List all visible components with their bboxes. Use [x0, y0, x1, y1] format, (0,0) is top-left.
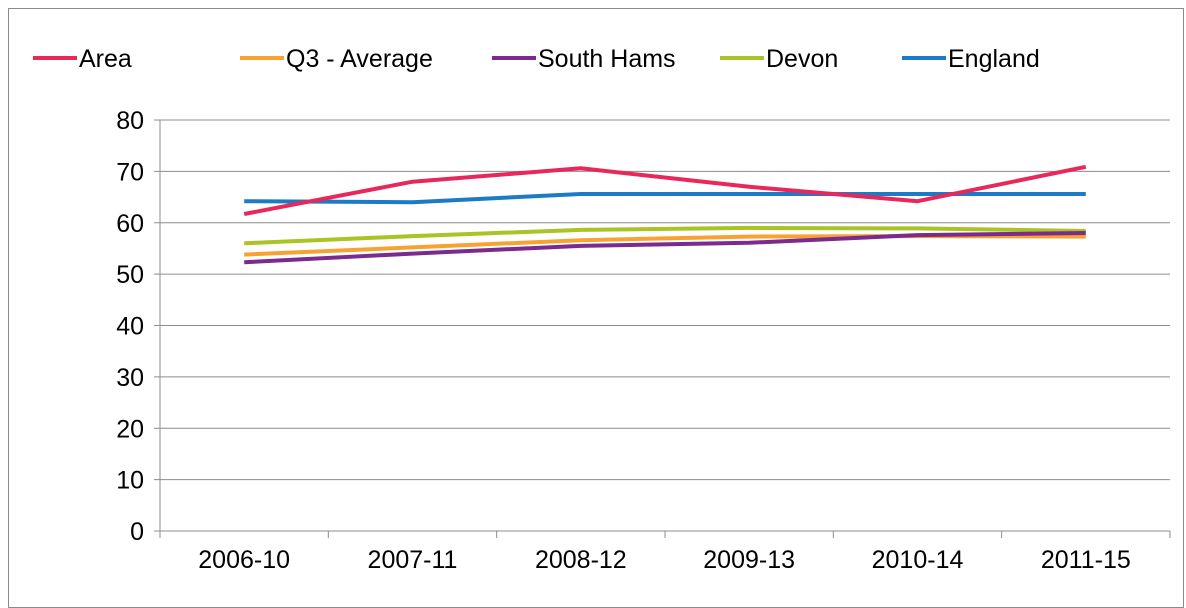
x-tick-label: 2007-11 — [368, 546, 458, 574]
y-tick-label: 50 — [116, 261, 144, 289]
legend-label: Devon — [766, 45, 838, 73]
y-tick-label: 60 — [116, 210, 144, 238]
y-tick-label: 70 — [116, 158, 144, 186]
y-tick-label: 0 — [130, 518, 144, 546]
series-line-devon — [244, 225, 1086, 246]
chart-frame — [8, 8, 1184, 608]
legend: Area Q3 - Average South Hams Devon England — [33, 45, 1040, 73]
series-line-area — [243, 164, 1087, 216]
legend-label: England — [948, 45, 1040, 73]
y-tick-label: 10 — [116, 467, 144, 495]
series-line-england — [244, 192, 1086, 205]
x-tick-label: 2006-10 — [198, 546, 290, 574]
y-axis-tick-labels: 0 10 20 30 40 50 60 70 80 — [116, 107, 144, 546]
x-tick-label: 2008-12 — [535, 546, 627, 574]
y-tick-label: 40 — [116, 313, 144, 341]
x-tick-label: 2010-14 — [872, 546, 964, 574]
x-tick-label: 2011-15 — [1041, 546, 1131, 574]
series-lines — [243, 164, 1087, 265]
gridlines — [160, 119, 1170, 481]
axes — [154, 119, 1171, 538]
legend-label: Area — [79, 45, 132, 73]
series-line-south-hams — [244, 231, 1086, 265]
legend-label: Q3 - Average — [286, 45, 433, 73]
y-tick-label: 20 — [116, 415, 144, 443]
y-tick-label: 80 — [116, 107, 144, 135]
legend-label: South Hams — [538, 45, 676, 73]
x-axis-tick-labels: 2006-10 2007-11 2008-12 2009-13 2010-14 2011-… — [198, 546, 1130, 574]
x-tick-label: 2009-13 — [703, 546, 795, 574]
y-tick-label: 30 — [116, 364, 144, 392]
